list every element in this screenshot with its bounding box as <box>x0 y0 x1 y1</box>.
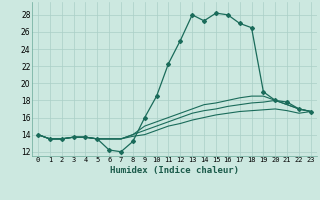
X-axis label: Humidex (Indice chaleur): Humidex (Indice chaleur) <box>110 166 239 175</box>
